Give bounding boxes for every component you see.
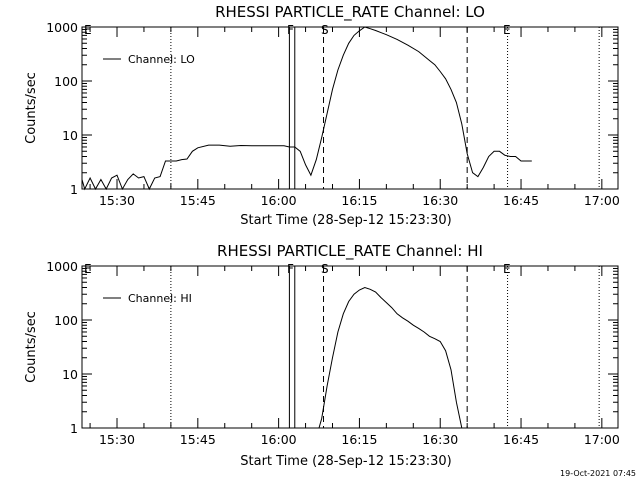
chart-title-lo: RHESSI PARTICLE_RATE Channel: LO: [215, 3, 485, 22]
legend-hi: Channel: HI: [103, 292, 192, 305]
x-tick-label: 15:45: [180, 193, 216, 208]
legend-lo: Channel: LO: [103, 53, 195, 66]
axis-ticks-lo: [82, 27, 618, 190]
axis-ticks-hi: [82, 266, 618, 429]
chart-title-hi: RHESSI PARTICLE_RATE Channel: HI: [217, 242, 483, 261]
marker-e-left-lo: E: [84, 23, 92, 37]
y-axis-label-hi: Counts/sec: [24, 311, 39, 383]
marker-e-hi: E: [503, 262, 511, 276]
legend-label-lo: Channel: LO: [128, 53, 195, 66]
x-tick-labels-hi: 15:30 15:45 16:00 16:15 16:30 16:45 17:00: [99, 432, 620, 447]
x-tick-label: 16:15: [341, 193, 377, 208]
marker-f-hi: F: [287, 262, 294, 276]
x-tick-label: 15:30: [99, 193, 135, 208]
y-tick-label: 100: [54, 313, 78, 328]
x-tick-label: 16:30: [422, 432, 458, 447]
event-lines-lo: [170, 27, 600, 189]
x-tick-label: 15:30: [99, 432, 135, 447]
panel-lo: RHESSI PARTICLE_RATE Channel: LO 15:30 15…: [24, 3, 620, 228]
marker-s-lo: S: [321, 23, 329, 37]
series-line-hi: [318, 286, 463, 429]
marker-s-hi: S: [321, 262, 329, 276]
y-tick-label: 100: [54, 74, 78, 89]
x-axis-label-hi: Start Time (28-Sep-12 15:23:30): [240, 454, 451, 469]
x-tick-labels-lo: 15:30 15:45 16:00 16:15 16:30 16:45 17:00: [99, 193, 620, 208]
plot-frame-lo: [81, 26, 619, 190]
panel-hi: RHESSI PARTICLE_RATE Channel: HI 15:30 15…: [24, 242, 620, 469]
x-tick-label: 17:00: [584, 193, 620, 208]
event-lines-hi: [170, 266, 600, 428]
y-axis-label-lo: Counts/sec: [24, 72, 39, 144]
x-tick-label: 16:30: [422, 193, 458, 208]
x-tick-label: 16:45: [503, 432, 539, 447]
y-tick-label: 10: [62, 367, 78, 382]
y-tick-label: 1: [70, 182, 78, 197]
marker-e-left-hi: E: [84, 262, 92, 276]
y-tick-labels-hi: 1 10 100 1000: [46, 259, 78, 436]
series-line-lo: [81, 26, 532, 191]
x-tick-label: 16:00: [261, 193, 297, 208]
footer-timestamp: 19-Oct-2021 07:45: [560, 469, 636, 478]
y-tick-label: 1000: [46, 259, 78, 274]
x-tick-label: 16:45: [503, 193, 539, 208]
y-tick-labels-lo: 1 10 100 1000: [46, 20, 78, 197]
y-tick-label: 1: [70, 421, 78, 436]
x-tick-label: 16:00: [261, 432, 297, 447]
x-axis-label-lo: Start Time (28-Sep-12 15:23:30): [240, 213, 451, 228]
x-tick-label: 16:15: [341, 432, 377, 447]
marker-e-lo: E: [503, 23, 511, 37]
x-tick-label: 17:00: [584, 432, 620, 447]
plot-frame-hi: [81, 265, 619, 429]
x-tick-label: 15:45: [180, 432, 216, 447]
legend-label-hi: Channel: HI: [128, 292, 192, 305]
y-tick-label: 1000: [46, 20, 78, 35]
y-tick-label: 10: [62, 128, 78, 143]
marker-f-lo: F: [287, 23, 294, 37]
